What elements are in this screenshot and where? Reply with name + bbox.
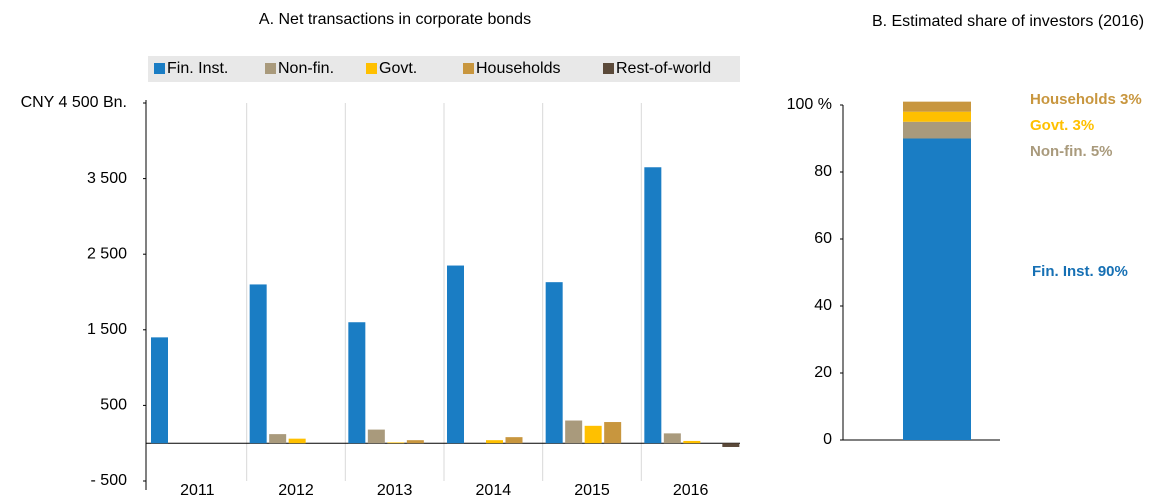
x-tick-label: 2013 [377, 482, 413, 499]
y-tick-label: 20 [814, 364, 832, 381]
y-tick-label: - 500 [91, 472, 128, 489]
y-tick-label: 60 [814, 230, 832, 247]
bar [722, 443, 740, 447]
bar-segment [903, 138, 971, 440]
legend-label: Govt. [379, 60, 417, 77]
bar [348, 322, 366, 444]
legend-label: Fin. Inst. [167, 60, 228, 77]
legend-marker [154, 63, 165, 74]
bar-segment [903, 121, 971, 139]
bar [584, 425, 602, 444]
bar [505, 437, 523, 444]
y-tick-label: 80 [814, 163, 832, 180]
legend-box [148, 56, 740, 82]
bar [545, 282, 563, 444]
bar [565, 420, 583, 444]
y-tick-label: 100 % [787, 96, 832, 113]
value-label: Households 3% [1030, 91, 1142, 108]
bar [486, 440, 503, 444]
bar [447, 265, 464, 444]
bar-segment [903, 101, 971, 112]
y-tick-label: 3 500 [87, 170, 127, 187]
legend-marker [366, 63, 377, 74]
y-tick-label: 500 [100, 397, 127, 414]
legend-marker [463, 63, 474, 74]
x-tick-label: 2016 [673, 482, 709, 499]
legend-label: Non-fin. [278, 60, 334, 77]
value-label: Non-fin. 5% [1030, 143, 1113, 160]
x-tick-label: 2015 [574, 482, 610, 499]
bar [151, 337, 168, 444]
x-tick-label: 2011 [180, 482, 215, 499]
x-tick-label: 2012 [278, 482, 314, 499]
legend-marker [603, 63, 614, 74]
bar-segment [903, 111, 971, 122]
bar [644, 167, 662, 444]
bar [269, 434, 287, 444]
bar [406, 440, 424, 444]
legend-marker [265, 63, 276, 74]
bar [604, 422, 622, 444]
y-tick-label: 0 [823, 431, 832, 448]
y-tick-label: 2 500 [87, 245, 127, 262]
value-label: Fin. Inst. 90% [1032, 263, 1128, 280]
bar [367, 429, 385, 444]
bar [387, 442, 405, 444]
x-tick-label: 2014 [476, 482, 512, 499]
y-tick-label: CNY 4 500 Bn. [21, 94, 127, 111]
legend-label: Rest-of-world [616, 60, 711, 77]
value-label: Govt. 3% [1030, 117, 1094, 134]
y-tick-label: 1 500 [87, 321, 127, 338]
chart-title: A. Net transactions in corporate bonds [259, 11, 531, 28]
bar [249, 284, 267, 444]
bar [288, 438, 306, 444]
bar [663, 433, 681, 444]
chart-title: B. Estimated share of investors (2016) [872, 13, 1144, 30]
y-tick-label: 40 [814, 297, 832, 314]
legend-label: Households [476, 60, 561, 77]
bar [683, 440, 701, 444]
